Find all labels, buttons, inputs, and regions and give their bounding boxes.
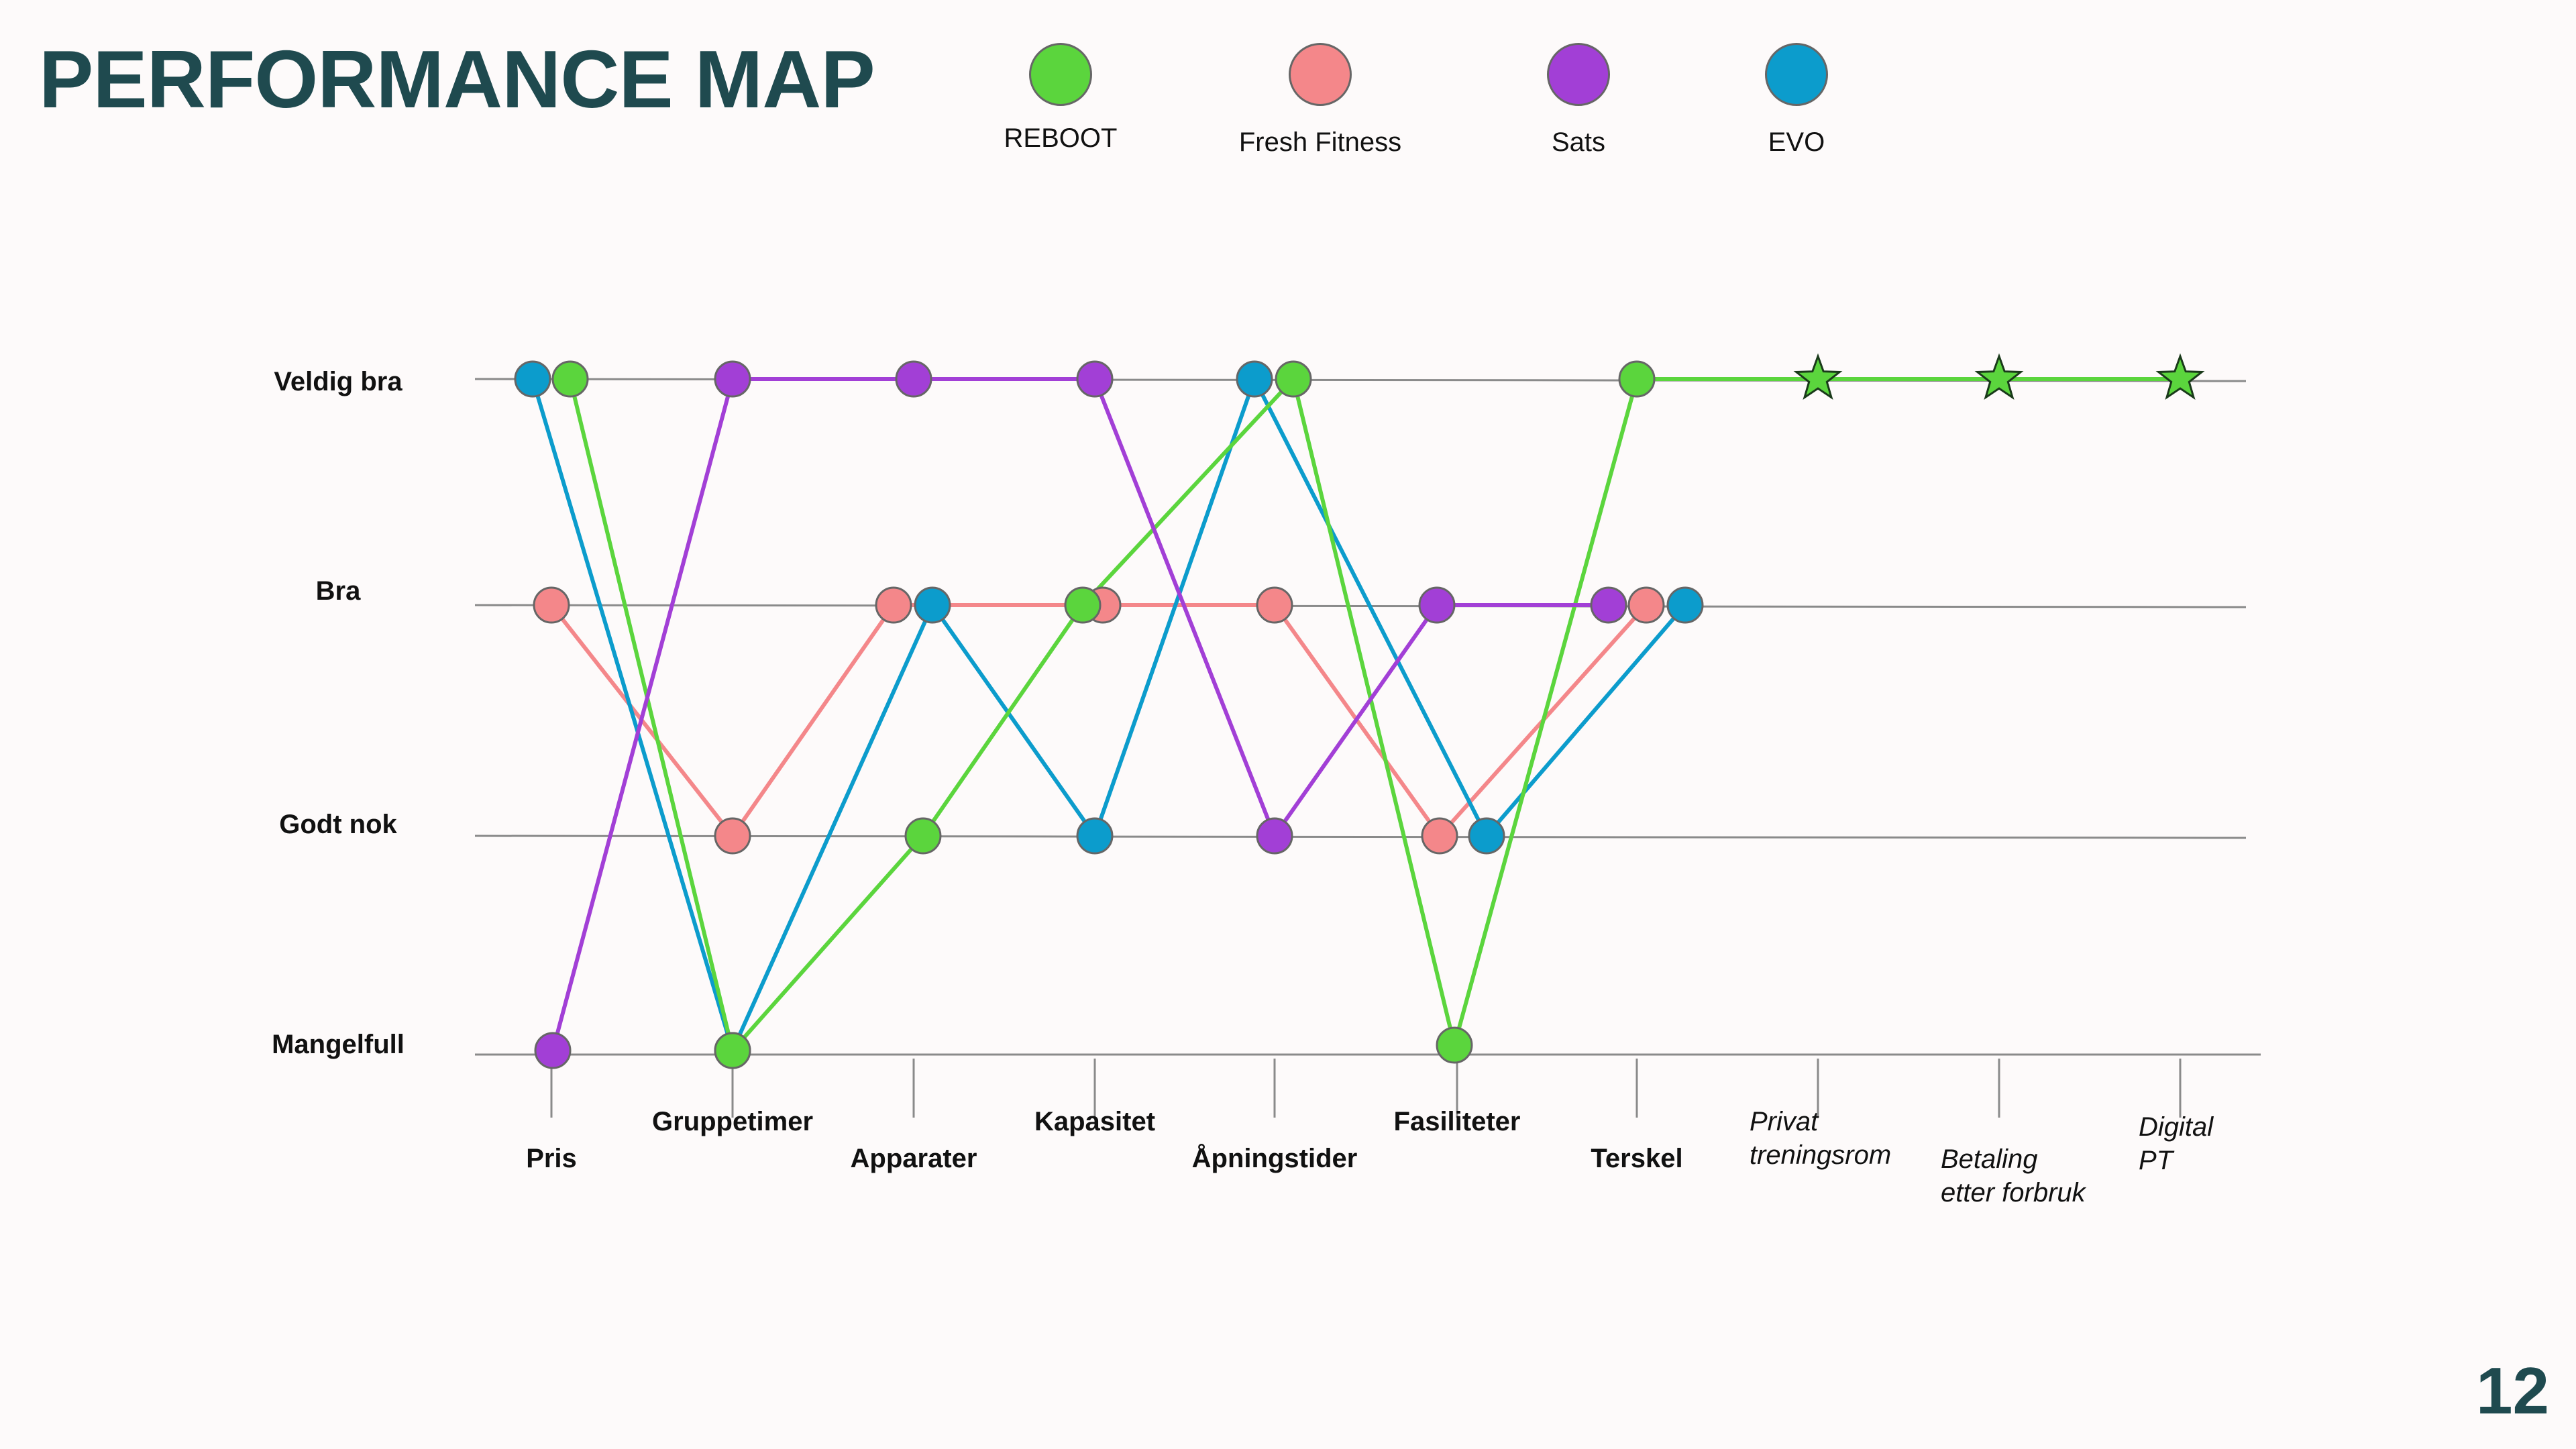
point-evo-pris [514, 360, 551, 398]
legend-item-evo: EVO [1696, 43, 1897, 158]
point-reboot-privat-treningsrom [1793, 353, 1843, 400]
legend-label-fresh-fitness: Fresh Fitness [1238, 127, 1402, 157]
point-reboot-apningstider [1275, 360, 1312, 398]
legend-item-reboot: REBOOT [960, 43, 1161, 154]
point-fresh-fitness-gruppetimer [714, 817, 751, 855]
point-reboot-betaling-etter-forbruk [1974, 353, 2024, 400]
point-evo-fasiliteter [1468, 817, 1505, 855]
x-axis-labels: Pris Gruppetimer Apparater Kapasitet Åpnings… [526, 1107, 2214, 1208]
legend-label-evo: EVO [1768, 127, 1825, 157]
legend-item-sats: Sats [1478, 43, 1679, 158]
legend-swatch-evo [1765, 43, 1828, 106]
page-title: PERFORMANCE MAP [39, 34, 875, 125]
series-line-sats [551, 377, 1609, 1051]
series-lines [531, 377, 2180, 1053]
legend-label-reboot: REBOOT [1004, 123, 1118, 153]
point-sats-apningstider [1256, 817, 1293, 855]
legend-swatch-sats [1547, 43, 1610, 106]
y-axis-labels: Mangelfull Godt nok Bra Veldig bra [272, 367, 405, 1059]
point-fresh-fitness-terskel [1627, 586, 1665, 624]
y-label-godt-nok: Godt nok [279, 810, 397, 839]
grid-line-godt-nok [474, 835, 2247, 839]
legend-item-fresh-fitness: Fresh Fitness [1220, 43, 1421, 158]
series-points [514, 353, 2205, 1069]
point-reboot-fasiliteter [1436, 1026, 1473, 1064]
grid-line-bra [474, 604, 2247, 608]
point-reboot-kapasitet [1064, 586, 1102, 624]
legend-swatch-reboot [1029, 43, 1092, 106]
point-evo-terskel [1666, 586, 1704, 624]
x-label-terskel: Terskel [1591, 1144, 1682, 1173]
series-line-reboot [568, 377, 2180, 1053]
point-sats-terskel [1590, 586, 1627, 624]
x-label-pris: Pris [526, 1144, 577, 1173]
y-label-bra: Bra [316, 576, 361, 606]
point-evo-apparater [914, 586, 951, 624]
point-reboot-digital-pt [2155, 353, 2205, 400]
point-reboot-apparater [904, 817, 942, 855]
series-line-fresh-fitness [549, 603, 1648, 838]
x-label-fasiliteter: Fasiliteter [1394, 1107, 1521, 1136]
point-sats-pris [534, 1032, 572, 1069]
point-sats-gruppetimer [714, 360, 751, 398]
x-label-apningstider: Åpningstider [1192, 1143, 1358, 1173]
y-label-veldig-bra: Veldig bra [274, 367, 402, 396]
x-label-kapasitet: Kapasitet [1034, 1107, 1155, 1136]
point-fresh-fitness-fasiliteter [1421, 817, 1458, 855]
x-label-digital-pt: Digital PT [2139, 1112, 2214, 1175]
grid-lines [474, 378, 2261, 1056]
point-reboot-gruppetimer [714, 1032, 751, 1069]
point-fresh-fitness-apparater [875, 586, 912, 624]
legend-swatch-fresh-fitness [1289, 43, 1352, 106]
point-fresh-fitness-pris [533, 586, 570, 624]
point-sats-apparater [895, 360, 932, 398]
x-label-betaling-etter-forbruk: Betaling etter forbruk [1941, 1144, 2087, 1208]
point-reboot-pris [551, 360, 589, 398]
y-label-mangelfull: Mangelfull [272, 1030, 405, 1059]
x-label-privat-treningsrom: Privat treningsrom [1750, 1107, 1891, 1170]
point-sats-kapasitet [1076, 360, 1114, 398]
legend-label-sats: Sats [1551, 127, 1606, 157]
point-reboot-terskel [1618, 360, 1656, 398]
x-label-gruppetimer: Gruppetimer [652, 1107, 813, 1136]
point-evo-kapasitet [1076, 817, 1114, 855]
page-number: 12 [2475, 1354, 2549, 1428]
x-label-apparater: Apparater [851, 1144, 977, 1173]
point-sats-fasiliteter [1418, 586, 1456, 624]
point-fresh-fitness-apningstider [1256, 586, 1293, 624]
point-evo-apningstider [1236, 360, 1273, 398]
